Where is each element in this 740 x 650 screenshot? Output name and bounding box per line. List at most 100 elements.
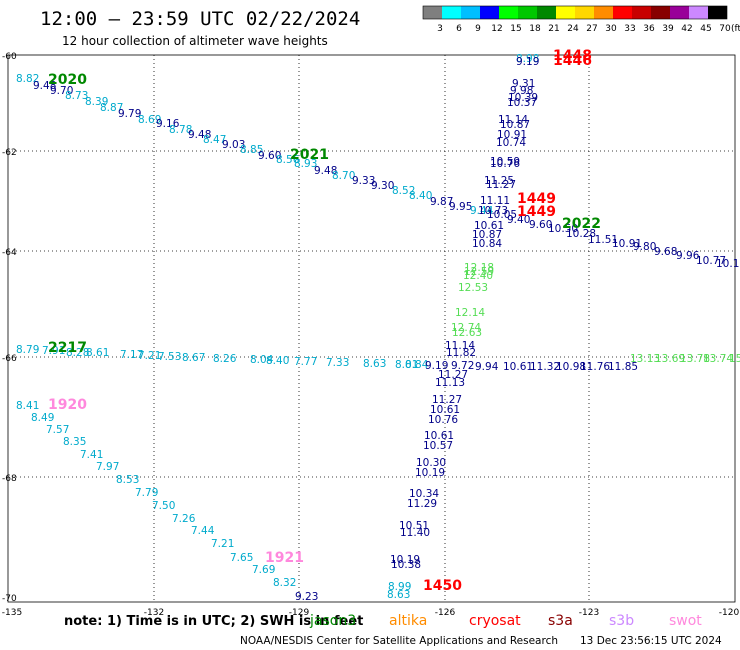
wave-height-value: 7.41 [80, 449, 103, 461]
wave-height-value: 7.79 [135, 487, 158, 499]
wave-height-value: 11.11 [480, 195, 510, 207]
track-1450: 8.998.63 1450 [387, 578, 462, 601]
wave-height-value: 8.70 [332, 170, 355, 182]
wave-height-value: 8.52 [392, 185, 415, 197]
wave-height-value: 8.93 [294, 158, 317, 170]
wave-height-value: 9.60 [529, 219, 552, 231]
footer-credit: NOAA/NESDIS Center for Satellite Applica… [240, 635, 558, 647]
wave-height-value: 9.98 [510, 85, 533, 97]
track-2020: 8.829.489.708.738.398.879.798.699.168.78… [16, 72, 300, 166]
legend-tick-label: 18 [529, 24, 541, 34]
wave-height-value: 7.17 [120, 349, 143, 361]
wave-height-value: 8.73 [65, 90, 88, 102]
wave-height-value: 10.61 [430, 404, 460, 416]
wave-height-value: 10.57 [423, 440, 453, 452]
latitude-tick-label: -68 [2, 474, 17, 484]
wave-height-value: 8.26 [213, 353, 237, 365]
wave-height-value: 11.82 [446, 347, 476, 359]
wave-height-value: 10.19 [415, 467, 445, 479]
wave-height-value: 7.21 [138, 350, 161, 362]
wave-height-value: 9.03 [222, 139, 245, 151]
wave-height-value: 7.65 [230, 552, 253, 564]
legend-swatch [708, 6, 727, 19]
track-id-label: 1446 [553, 53, 592, 69]
wave-height-value: 10.59 [490, 156, 520, 168]
track-id-label: 2022 [562, 216, 601, 232]
track-id-label: 1920 [48, 397, 87, 413]
wave-height-value: 10.74 [496, 137, 526, 149]
legend-tick-label: 12 [491, 24, 502, 34]
track-id-label: 1448 [553, 48, 592, 64]
wave-height-value: 11.76 [580, 361, 610, 373]
track-2217: 8.79 7.91 8.288.61 7.177.217.53 8.67 8.26 8.04… [16, 340, 740, 373]
legend-border [422, 5, 728, 20]
wave-height-value: 8.04 [250, 354, 274, 366]
wave-height-value: 8.39 [85, 96, 108, 108]
track-id-label: 2217 [48, 340, 87, 356]
wave-height-value: 7.33 [326, 357, 349, 369]
wave-height-value: 9.68 [654, 246, 677, 258]
wave-height-value: 10.51 [399, 520, 429, 532]
wave-height-value: 8.41 [16, 400, 39, 412]
wave-height-value: 9.48 [314, 165, 337, 177]
wave-height-value: 8.40 [409, 190, 432, 202]
wave-height-value: 10.38 [391, 559, 421, 571]
wave-height-value: 8.53 [116, 474, 139, 486]
wave-height-value: 10.50 [548, 223, 578, 235]
wave-height-value: 8.67 [182, 352, 205, 364]
wave-height-value: 7.69 [252, 564, 275, 576]
wave-height-value: 10.84 [472, 238, 502, 250]
wave-height-value: 11.27 [432, 394, 462, 406]
wave-height-value: 9.72 [451, 360, 474, 372]
legend-tick-label: 30 [605, 24, 617, 34]
wave-height-value: 9.80 [633, 241, 656, 253]
footer-timestamp: 13 Dec 23:56:15 UTC 2024 [580, 635, 722, 647]
track-id-label: 1450 [423, 578, 462, 594]
wave-height-value: 8.98 [516, 53, 539, 65]
wave-height-value: 8.84 [405, 359, 429, 371]
track-id-label: 2020 [48, 72, 87, 88]
wave-height-value: 7.21 [211, 538, 234, 550]
wave-height-value: 12.14 [455, 307, 485, 319]
wave-height-value: 8.79 [16, 344, 39, 356]
legend-swatch [689, 6, 708, 19]
wave-height-value: 8.49 [31, 412, 54, 424]
wave-height-value: 8.61 [86, 347, 109, 359]
wave-height-value: 10.13 [716, 258, 740, 270]
wave-height-value: 8.82 [16, 73, 39, 85]
latitude-tick-label: -70 [2, 594, 17, 604]
wave-height-value: 10.37 [507, 97, 537, 109]
wave-height-value: 13.13 [630, 353, 660, 365]
wave-height-value: 8.69 [138, 114, 161, 126]
legend-swatch [632, 6, 651, 19]
wave-height-value: 12.53 [458, 282, 488, 294]
longitude-tick-label: -126 [435, 608, 456, 618]
wave-height-value: 9.19 [516, 56, 539, 68]
legend-swatch [518, 6, 537, 19]
satellite-label: s3b [609, 613, 634, 629]
wave-height-value: 9.30 [371, 180, 394, 192]
wave-height-value: 8.47 [203, 134, 226, 146]
wave-height-value: 9.48 [188, 129, 211, 141]
legend-swatch [556, 6, 575, 19]
wave-height-value: 8.40 [266, 355, 289, 367]
wave-height-value: 10.91 [612, 238, 642, 250]
wave-height-value: 10.87 [472, 229, 502, 241]
longitude-tick-label: -132 [144, 608, 164, 618]
track-id-label: 1449 [517, 191, 556, 207]
track-1920: 8.418.497.578.357.417.978.537.797.507.26… [16, 397, 318, 603]
wave-height-value: 11.32 [530, 361, 560, 373]
wave-height-value: 11.27 [486, 179, 516, 191]
wave-height-value: 13.69 [655, 353, 685, 365]
legend-swatch [423, 6, 442, 19]
wave-height-value: 10.61 [474, 220, 504, 232]
wave-height-value: 8.01 [395, 359, 418, 371]
wave-height-value: 8.35 [63, 436, 86, 448]
wave-height-value: 10.73 [478, 205, 508, 217]
wave-height-value: 12.74 [451, 322, 481, 334]
wave-height-value: 13.78 [680, 353, 710, 365]
wave-height-value: 9.31 [512, 78, 535, 90]
legend-tick-label: 3 [437, 24, 443, 34]
wave-height-value: 12.63 [452, 327, 482, 339]
wave-height-value: 10.98 [556, 361, 586, 373]
